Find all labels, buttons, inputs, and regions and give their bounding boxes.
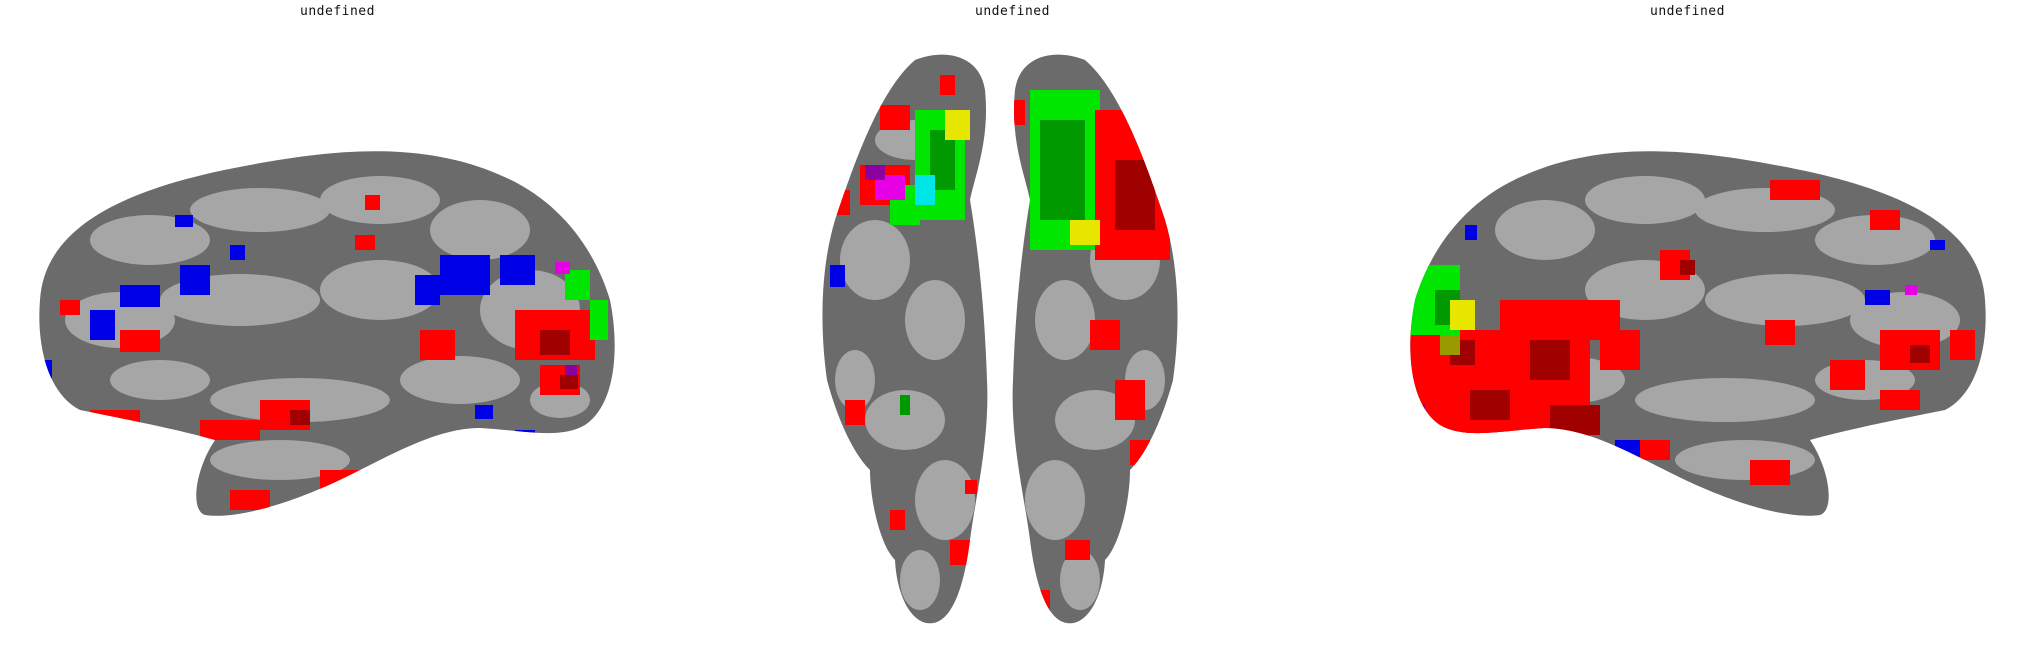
panel-left-lateral: undefined (0, 0, 675, 645)
ventral-brain-image (822, 54, 1178, 624)
panel-ventral: undefined (675, 0, 1350, 645)
panel-right-lateral: undefined (1350, 0, 2025, 645)
left-lateral-brain-image (39, 151, 615, 516)
panel-title-left: undefined (300, 4, 375, 19)
panel-title-ventral: undefined (975, 4, 1050, 19)
right-lateral-brain-image (1410, 151, 1986, 516)
panel-title-right: undefined (1650, 4, 1725, 19)
